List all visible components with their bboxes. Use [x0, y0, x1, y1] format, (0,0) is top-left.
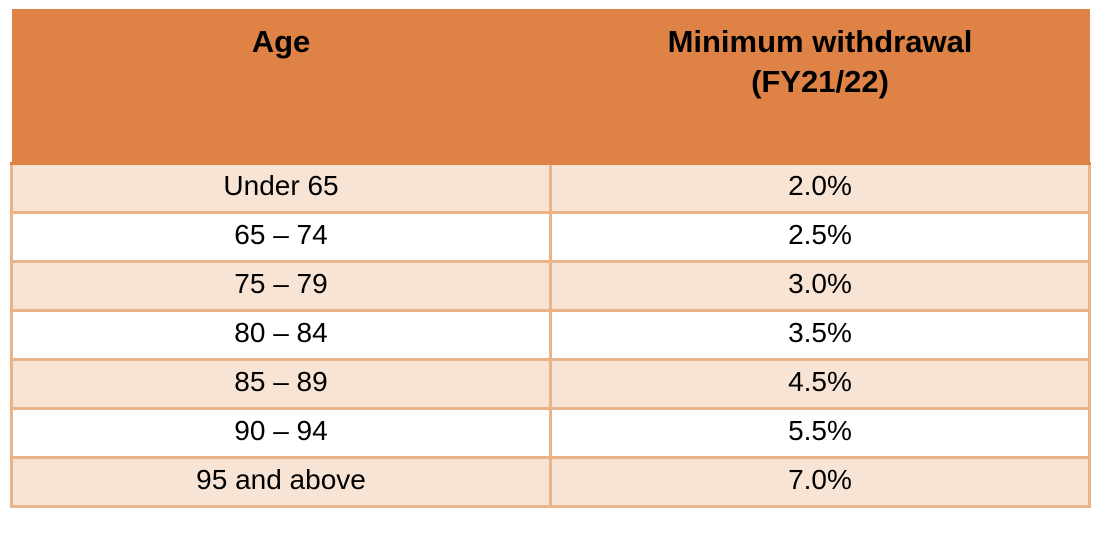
age-cell: 90 – 94	[10, 406, 552, 459]
table-row: 90 – 94 5.5%	[10, 406, 1091, 459]
column-header-withdrawal: Minimum withdrawal (FY21/22)	[550, 9, 1090, 165]
table-row: 65 – 74 2.5%	[10, 210, 1091, 263]
withdrawal-cell: 7.0%	[549, 455, 1091, 508]
withdrawal-cell: 4.5%	[549, 357, 1091, 410]
table-header: Age Minimum withdrawal (FY21/22)	[11, 9, 1090, 165]
table-row: Under 65 2.0%	[10, 161, 1091, 214]
withdrawal-cell: 3.0%	[549, 259, 1091, 312]
column-header-withdrawal-line1: Minimum withdrawal	[667, 24, 973, 59]
column-header-age-label: Age	[251, 24, 311, 59]
table-row: 85 – 89 4.5%	[10, 357, 1091, 410]
age-cell: Under 65	[10, 161, 552, 214]
age-cell: 65 – 74	[10, 210, 552, 263]
column-header-age: Age	[11, 9, 551, 165]
header-row: Age Minimum withdrawal (FY21/22)	[11, 9, 1090, 165]
withdrawal-cell: 5.5%	[549, 406, 1091, 459]
table-body: Under 65 2.0% 65 – 74 2.5% 75 – 79 3.0% …	[10, 161, 1091, 508]
withdrawal-cell: 2.5%	[549, 210, 1091, 263]
withdrawal-cell: 3.5%	[549, 308, 1091, 361]
column-header-withdrawal-line2: (FY21/22)	[751, 64, 889, 99]
withdrawal-table: Age Minimum withdrawal (FY21/22) Under 6…	[10, 9, 1091, 508]
withdrawal-cell: 2.0%	[549, 161, 1091, 214]
age-cell: 75 – 79	[10, 259, 552, 312]
age-cell: 85 – 89	[10, 357, 552, 410]
table-row: 95 and above 7.0%	[10, 455, 1091, 508]
table-row: 75 – 79 3.0%	[10, 259, 1091, 312]
table-row: 80 – 84 3.5%	[10, 308, 1091, 361]
age-cell: 95 and above	[10, 455, 552, 508]
age-cell: 80 – 84	[10, 308, 552, 361]
